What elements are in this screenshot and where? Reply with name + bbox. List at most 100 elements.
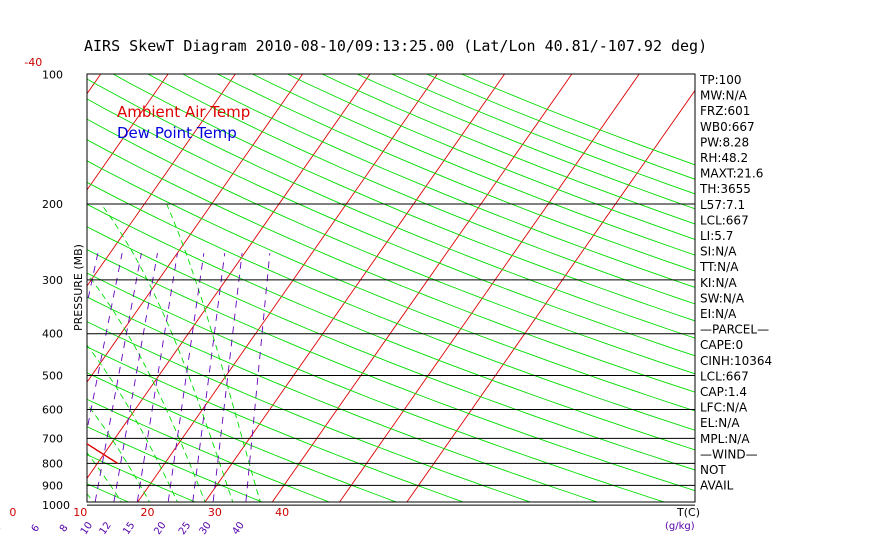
stability-index-label: SW:N/A [700, 291, 745, 305]
dry-adiabat-line [321, 74, 695, 225]
moist-adiabat-line [87, 452, 122, 502]
isotherm-line [87, 74, 236, 287]
moist-adiabat-line [87, 272, 206, 502]
dry-adiabat-line [87, 118, 695, 375]
dry-adiabat-lines [0, 55, 695, 515]
stability-index-label: LFC:N/A [700, 401, 748, 415]
pressure-tick-label: 500 [42, 369, 63, 382]
mixing-ratio-line [113, 253, 158, 502]
mixing-ratio-tick-label: 6 [30, 523, 43, 535]
stability-index-label: NOT [700, 463, 726, 477]
stability-index-label: EI:N/A [700, 307, 737, 321]
dry-adiabat-line [87, 98, 695, 357]
dry-adiabat-line [87, 78, 695, 339]
pressure-tick-label: 400 [42, 328, 63, 341]
mixing-ratio-line [87, 253, 123, 433]
pressure-tick-label: 1000 [42, 499, 70, 512]
mixing-ratio-lines [0, 253, 271, 514]
pressure-tick-label: 800 [42, 457, 63, 470]
mixing-ratio-line [3, 253, 65, 514]
dry-adiabat-line [87, 296, 599, 502]
isotherm-lines [0, 74, 695, 514]
isotherm-line [137, 74, 438, 502]
dry-adiabat-line [87, 160, 695, 412]
stability-index-label: MW:N/A [700, 89, 748, 103]
stability-index-label: CINH:10364 [700, 354, 772, 368]
isotherm-line [87, 74, 169, 191]
dry-adiabat-line [87, 181, 695, 431]
moist-adiabat-line [0, 204, 22, 514]
stability-index-label: FRZ:601 [700, 104, 750, 118]
dry-adiabat-line [87, 272, 666, 502]
stability-index-label: EL:N/A [700, 416, 740, 430]
top-temp-tick-label: -40 [24, 56, 42, 69]
dry-adiabat-line [112, 74, 695, 322]
mixing-ratio-line [0, 253, 42, 514]
stability-index-label: LI:5.7 [700, 229, 733, 243]
isotherm-line [87, 74, 303, 383]
bottom-temp-tick-label: 0 [9, 506, 16, 519]
dry-adiabat-line [0, 55, 20, 515]
dry-adiabat-line [87, 249, 695, 492]
dry-adiabat-line [425, 74, 695, 180]
mixing-ratio-tick-label: 30 [198, 520, 214, 537]
moist-adiabat-line [166, 203, 261, 502]
dry-adiabat-line [251, 74, 695, 256]
mixing-ratio-line [87, 253, 99, 306]
stability-index-label: SI:N/A [700, 245, 737, 259]
mixing-ratio-line [192, 253, 226, 502]
stability-index-label: LCL:667 [700, 213, 749, 227]
dry-adiabat-line [216, 74, 695, 272]
pressure-tick-label: 300 [42, 274, 63, 287]
bottom-temp-tick-label: 10 [73, 506, 87, 519]
axis-ticks: -120-110-100-90-80-70-60-50-40-50-40-30-… [0, 56, 700, 537]
plot-frame [86, 73, 696, 503]
mixing-ratio-line [94, 253, 142, 502]
mixing-ratio-line [212, 253, 243, 502]
mixing-ratio-tick-label: 25 [177, 520, 193, 537]
chart-title: AIRS SkewT Diagram 2010-08-10/09:13:25.0… [84, 37, 707, 55]
pressure-tick-label: 200 [42, 198, 63, 211]
stability-index-label: L57:7.1 [700, 198, 745, 212]
dry-adiabat-line [87, 226, 695, 471]
mixing-ratio-tick-label: 4 [0, 523, 4, 535]
dry-adiabat-line [87, 426, 264, 502]
stability-index-label: TT:N/A [699, 260, 739, 274]
isotherm-line [339, 74, 640, 502]
isotherm-line [406, 89, 695, 502]
stability-index-label: KI:N/A [700, 276, 737, 290]
isotherm-line [0, 74, 33, 514]
moist-adiabat-line [87, 344, 178, 502]
stability-index-label: —PARCEL— [700, 323, 769, 337]
mixing-ratio-line [136, 253, 178, 502]
stability-index-label: CAP:1.4 [700, 385, 747, 399]
dry-adiabat-line [147, 74, 695, 305]
legend-dew-point-temp: Dew Point Temp [117, 124, 237, 142]
isotherm-line [271, 74, 572, 502]
pressure-tick-label: 900 [42, 479, 63, 492]
dry-adiabat-line [390, 74, 695, 195]
mixing-ratio-tick-label: 8 [58, 523, 71, 535]
moist-adiabat-line [0, 204, 75, 514]
stability-index-label: WB0:667 [700, 120, 755, 134]
dew-point-temp-emphasis-segment [0, 410, 10, 439]
legend-ambient-air-temp: Ambient Air Temp [117, 103, 250, 121]
mixing-ratio-line [245, 253, 271, 502]
moist-adiabat-lines [0, 203, 261, 514]
pressure-tick-label: 600 [42, 404, 63, 417]
stability-index-label: RH:48.2 [700, 151, 748, 165]
stability-index-label: AVAIL [700, 479, 734, 493]
dry-adiabat-line [87, 372, 398, 502]
stability-index-label: PW:8.28 [700, 135, 749, 149]
stability-index-label: MAXT:21.6 [700, 167, 763, 181]
pressure-tick-label: 700 [42, 432, 63, 445]
mixing-ratio-unit-label: (g/kg) [665, 521, 695, 532]
dry-adiabat-line [181, 74, 695, 288]
mixing-ratio-line [167, 253, 205, 502]
stability-index-label: TP:100 [699, 73, 742, 87]
bottom-temp-tick-label: 30 [208, 506, 222, 519]
bottom-temp-tick-label: 40 [275, 506, 289, 519]
dry-adiabat-line [87, 346, 465, 502]
